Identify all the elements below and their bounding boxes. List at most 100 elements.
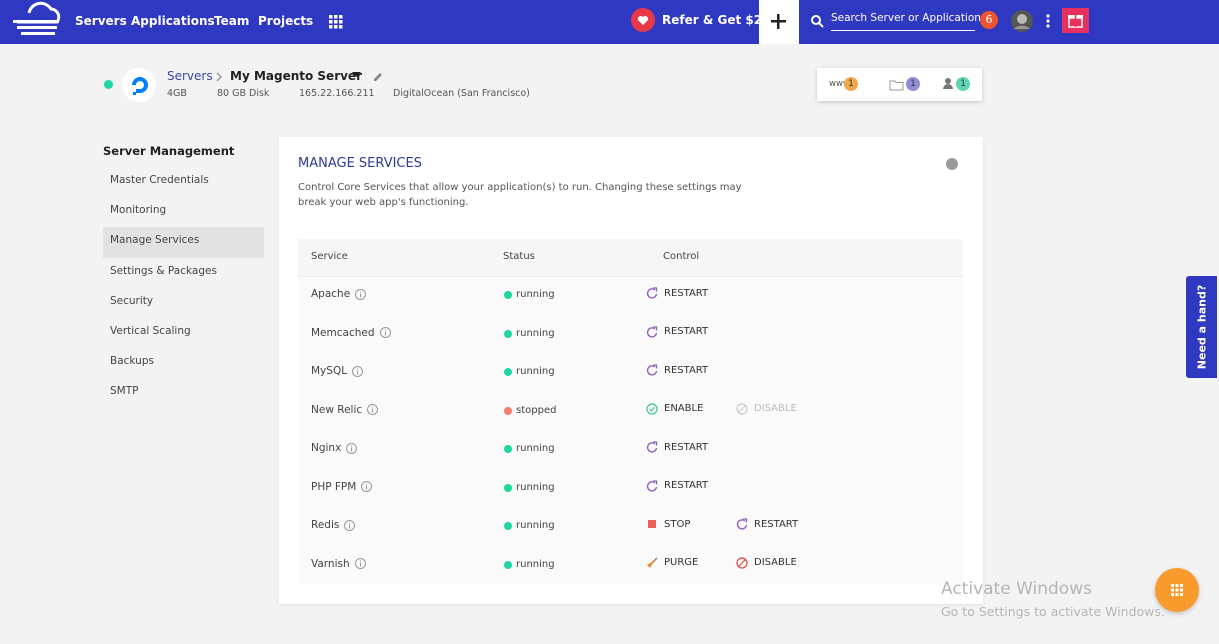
info-icon[interactable] <box>355 288 367 300</box>
fab-grid-part <box>1171 584 1174 587</box>
top-nav: Servers Applications Team Projects Refer & G… <box>0 0 1219 44</box>
watermark-title: Activate Windows <box>941 579 1092 599</box>
sidebar-item[interactable]: Security <box>110 294 154 307</box>
control-icon-part <box>738 404 746 413</box>
service-name: MySQL <box>311 365 348 377</box>
apps-fab[interactable] <box>1155 568 1199 612</box>
help-tab-label: Need a hand? <box>1195 284 1209 370</box>
apps-grid-part <box>339 15 343 19</box>
info-icon-part <box>384 331 386 336</box>
info-icon-part <box>366 485 368 490</box>
server-spec: DigitalOcean (San Francisco) <box>393 88 530 99</box>
sidebar-item[interactable]: Manage Services <box>110 234 200 247</box>
fab-grid-part <box>1180 588 1183 592</box>
edit-icon[interactable] <box>373 71 383 81</box>
gift-button-part <box>1074 15 1077 27</box>
fab-grid-part <box>1175 593 1179 596</box>
control-button[interactable]: RESTART <box>646 287 708 299</box>
info-icon[interactable] <box>367 404 379 415</box>
badge-count: 1 <box>956 77 970 91</box>
sidebar-item[interactable]: SMTP <box>110 385 139 398</box>
sidebar-item[interactable]: Monitoring <box>110 204 167 217</box>
apps-grid[interactable] <box>329 15 343 29</box>
column-header: Status <box>503 251 535 262</box>
logo[interactable] <box>13 1 63 36</box>
info-icon[interactable] <box>346 442 358 454</box>
logo-part <box>17 1 61 24</box>
notification-badge[interactable]: 6 <box>980 11 998 29</box>
breadcrumb-link[interactable]: Servers <box>167 69 213 83</box>
sidebar-active-bg <box>103 227 264 259</box>
info-icon[interactable] <box>352 365 364 377</box>
control-button[interactable]: RESTART <box>646 441 708 453</box>
user-icon <box>943 78 953 89</box>
fab-grid-part <box>1171 593 1174 596</box>
control-button[interactable]: RESTART <box>646 364 708 376</box>
info-icon-part <box>357 370 359 374</box>
info-icon[interactable] <box>379 327 391 338</box>
control-button: DISABLE <box>736 402 797 415</box>
status-indicator <box>504 291 512 299</box>
plus-icon-part <box>771 20 786 23</box>
control-button[interactable]: RESTART <box>646 325 708 338</box>
logo-part <box>17 26 57 29</box>
services-table: Service Status Control Apache running RESTART… <box>298 239 963 584</box>
info-icon[interactable] <box>344 519 356 531</box>
control-icon <box>646 364 658 376</box>
sidebar-item[interactable]: Vertical Scaling <box>110 325 191 337</box>
column-header: Control <box>663 251 700 262</box>
control-button[interactable]: STOP <box>646 518 690 530</box>
control-icon-part <box>743 518 748 523</box>
server-dropdown[interactable] <box>352 72 361 77</box>
control-button[interactable]: ENABLE <box>646 402 703 415</box>
sidebar-item[interactable]: Master Credentials <box>110 174 209 186</box>
status-indicator <box>504 560 512 569</box>
sidebar-item[interactable]: Backups <box>110 355 154 368</box>
info-icon[interactable] <box>361 481 373 492</box>
fab-grid-part <box>1175 584 1179 587</box>
control-icon-part <box>736 519 748 530</box>
control-icon-part <box>653 287 658 292</box>
control-button[interactable]: RESTART <box>736 518 798 530</box>
info-icon-part <box>372 406 374 408</box>
control-icon <box>646 479 658 492</box>
help-icon[interactable] <box>946 158 958 170</box>
info-icon[interactable] <box>354 558 366 569</box>
apps-grid-part <box>334 15 338 19</box>
control-label: PURGE <box>664 557 699 568</box>
help-tab[interactable]: Need a hand? <box>1186 276 1217 378</box>
apps-grid-part <box>339 20 343 24</box>
info-icon-part <box>361 481 373 492</box>
nav-link[interactable]: Projects <box>258 14 314 28</box>
nav-link[interactable]: Servers <box>75 14 127 28</box>
sidebar-title: Server Management <box>103 144 235 158</box>
info-icon-part <box>360 291 362 292</box>
info-icon-part <box>384 329 386 331</box>
sidebar-item[interactable]: Settings & Packages <box>110 264 217 277</box>
info-icon-part <box>344 519 356 531</box>
avatar[interactable] <box>1011 10 1033 32</box>
refer-heart[interactable] <box>631 8 655 32</box>
control-icon-part <box>651 556 658 564</box>
control-icon-part <box>646 365 658 376</box>
search-input[interactable]: Search Server or Application <box>831 12 981 31</box>
control-button[interactable]: RESTART <box>646 479 708 492</box>
panel-description: Control Core Services that allow your ap… <box>298 182 742 208</box>
control-button[interactable]: PURGE <box>646 556 699 569</box>
control-button[interactable]: DISABLE <box>736 556 797 569</box>
control-icon-part <box>646 288 658 299</box>
info-icon-part <box>372 408 374 413</box>
apps-grid-part <box>329 20 333 24</box>
more-menu[interactable] <box>1046 14 1050 28</box>
control-icon-part <box>646 442 658 453</box>
nav-link[interactable]: Team <box>214 14 250 28</box>
refer-link[interactable]: Refer & Get $20 <box>662 13 771 27</box>
control-label: RESTART <box>754 518 799 530</box>
nav-link[interactable]: Applications <box>131 14 215 28</box>
add-button[interactable] <box>759 0 799 44</box>
control-label: DISABLE <box>754 403 797 414</box>
status-text: running <box>516 443 555 454</box>
gift-button[interactable] <box>1062 8 1089 33</box>
refer-heart-part <box>637 16 649 25</box>
control-icon-part <box>649 406 655 412</box>
